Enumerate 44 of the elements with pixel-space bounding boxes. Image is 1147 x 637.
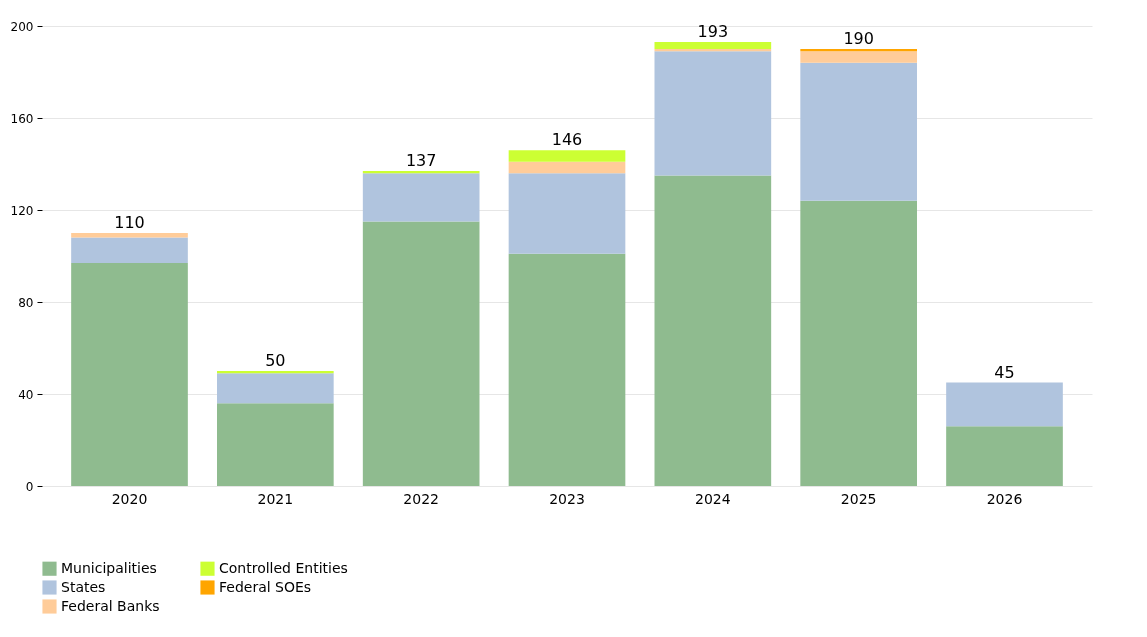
x-tick-label: 2020 (111, 490, 148, 507)
legend-label: Federal SOEs (219, 578, 312, 595)
total-label: 146 (551, 130, 583, 150)
bar (946, 382, 1063, 427)
x-tick-label: 2022 (403, 490, 439, 507)
total-label: 50 (265, 351, 286, 370)
total-label: 190 (843, 29, 874, 48)
legend-label: Controlled Entities (219, 559, 348, 576)
bar (800, 200, 917, 486)
bar (71, 237, 188, 263)
x-tick-label: 2025 (840, 490, 877, 507)
x-tick-label: 2021 (257, 490, 294, 507)
legend-label: Federal Banks (61, 597, 160, 614)
bar (654, 175, 772, 486)
bar (800, 62, 917, 201)
y-tick-label: 120 (10, 203, 34, 218)
total-label: 137 (405, 150, 437, 170)
legend-label: States (61, 578, 106, 595)
total-label: 110 (114, 213, 145, 232)
bar (800, 51, 917, 63)
bar (508, 173, 626, 254)
bar (508, 161, 626, 174)
x-tick-label: 2024 (695, 490, 731, 507)
total-label: 45 (994, 362, 1015, 382)
bar (71, 233, 188, 238)
bar (362, 173, 480, 222)
y-tick-label: 80 (18, 295, 34, 310)
y-tick-label: 200 (10, 19, 34, 34)
bar (508, 150, 626, 162)
x-tick-label: 2023 (549, 490, 585, 507)
legend-label: Municipalities (61, 559, 157, 576)
bar (654, 51, 772, 176)
x-tick-label: 2026 (986, 490, 1023, 507)
bar (508, 253, 626, 486)
bar (217, 403, 334, 486)
y-tick-label: 160 (10, 111, 34, 126)
bar (654, 42, 772, 49)
total-label: 193 (697, 22, 729, 42)
bar (217, 373, 334, 404)
y-tick-label: 0 (25, 479, 34, 494)
bar (71, 262, 188, 486)
bar (946, 426, 1063, 486)
bar (362, 221, 480, 486)
y-tick-label: 40 (18, 387, 34, 402)
